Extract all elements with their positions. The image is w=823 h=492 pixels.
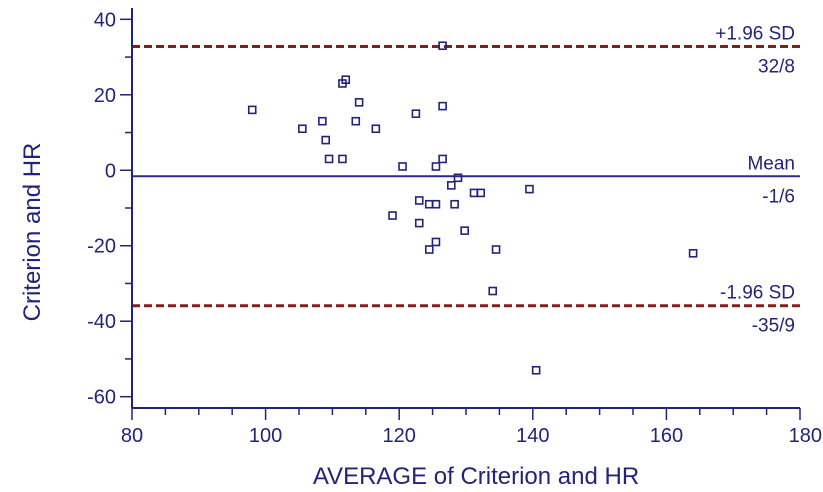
data-point [460, 226, 469, 235]
reference-line-label: +1.96 SD [715, 23, 795, 44]
data-point [414, 196, 424, 205]
data-point [324, 154, 334, 164]
data-point [431, 199, 441, 209]
x-tick-label: 180 [789, 425, 822, 447]
data-point [247, 105, 257, 115]
data-point [491, 245, 501, 254]
data-point [371, 124, 381, 134]
data-point [351, 116, 361, 126]
data-point [438, 154, 447, 164]
data-points [247, 41, 698, 375]
x-tick-label: 80 [121, 425, 143, 447]
data-point [431, 237, 441, 247]
y-tick-label: 0 [105, 160, 116, 182]
y-tick-label: -20 [87, 236, 116, 258]
data-point [318, 116, 327, 126]
reference-line-value: -1/6 [762, 186, 795, 207]
axes: -60 -40 -20 0 20 40 80 100 120 140 160 180 [87, 8, 822, 447]
data-point [438, 101, 447, 111]
data-point [338, 154, 347, 164]
reference-line-label: -1.96 SD [720, 283, 795, 304]
x-tick-label: 120 [383, 425, 416, 447]
data-point [438, 41, 447, 51]
y-tick-label: -60 [87, 387, 116, 409]
reference-line-value: -35/9 [752, 316, 795, 337]
data-point [531, 365, 541, 375]
y-tick-label: 40 [94, 9, 116, 31]
data-point [431, 162, 441, 171]
y-tick-label: 20 [94, 85, 116, 107]
data-point [424, 245, 434, 254]
x-axis-title: AVERAGE of Criterion and HR [313, 463, 639, 490]
data-point [354, 98, 364, 107]
x-tick-label: 140 [516, 425, 549, 447]
y-axis-title: Criterion and HR [19, 143, 46, 322]
data-point [411, 109, 421, 118]
data-point [414, 218, 424, 228]
data-point [688, 248, 698, 258]
data-point [398, 162, 407, 171]
y-tick-label: -40 [87, 311, 116, 333]
reference-line-value: 32/8 [758, 56, 795, 77]
reference-line-label: Mean [747, 153, 795, 174]
x-tick-label: 160 [650, 425, 683, 447]
data-point [488, 286, 498, 296]
data-point [321, 135, 331, 145]
reference-lines: +1.96 SD 32/8 Mean -1/6 -1.96 SD -35/9 [132, 23, 800, 337]
data-point [450, 199, 459, 209]
data-point [476, 188, 485, 198]
data-point [341, 75, 351, 84]
data-point [388, 211, 397, 220]
data-point [525, 184, 534, 194]
data-point [447, 181, 456, 190]
x-tick-label: 100 [249, 425, 282, 447]
data-point [453, 173, 463, 183]
data-point [298, 124, 307, 134]
